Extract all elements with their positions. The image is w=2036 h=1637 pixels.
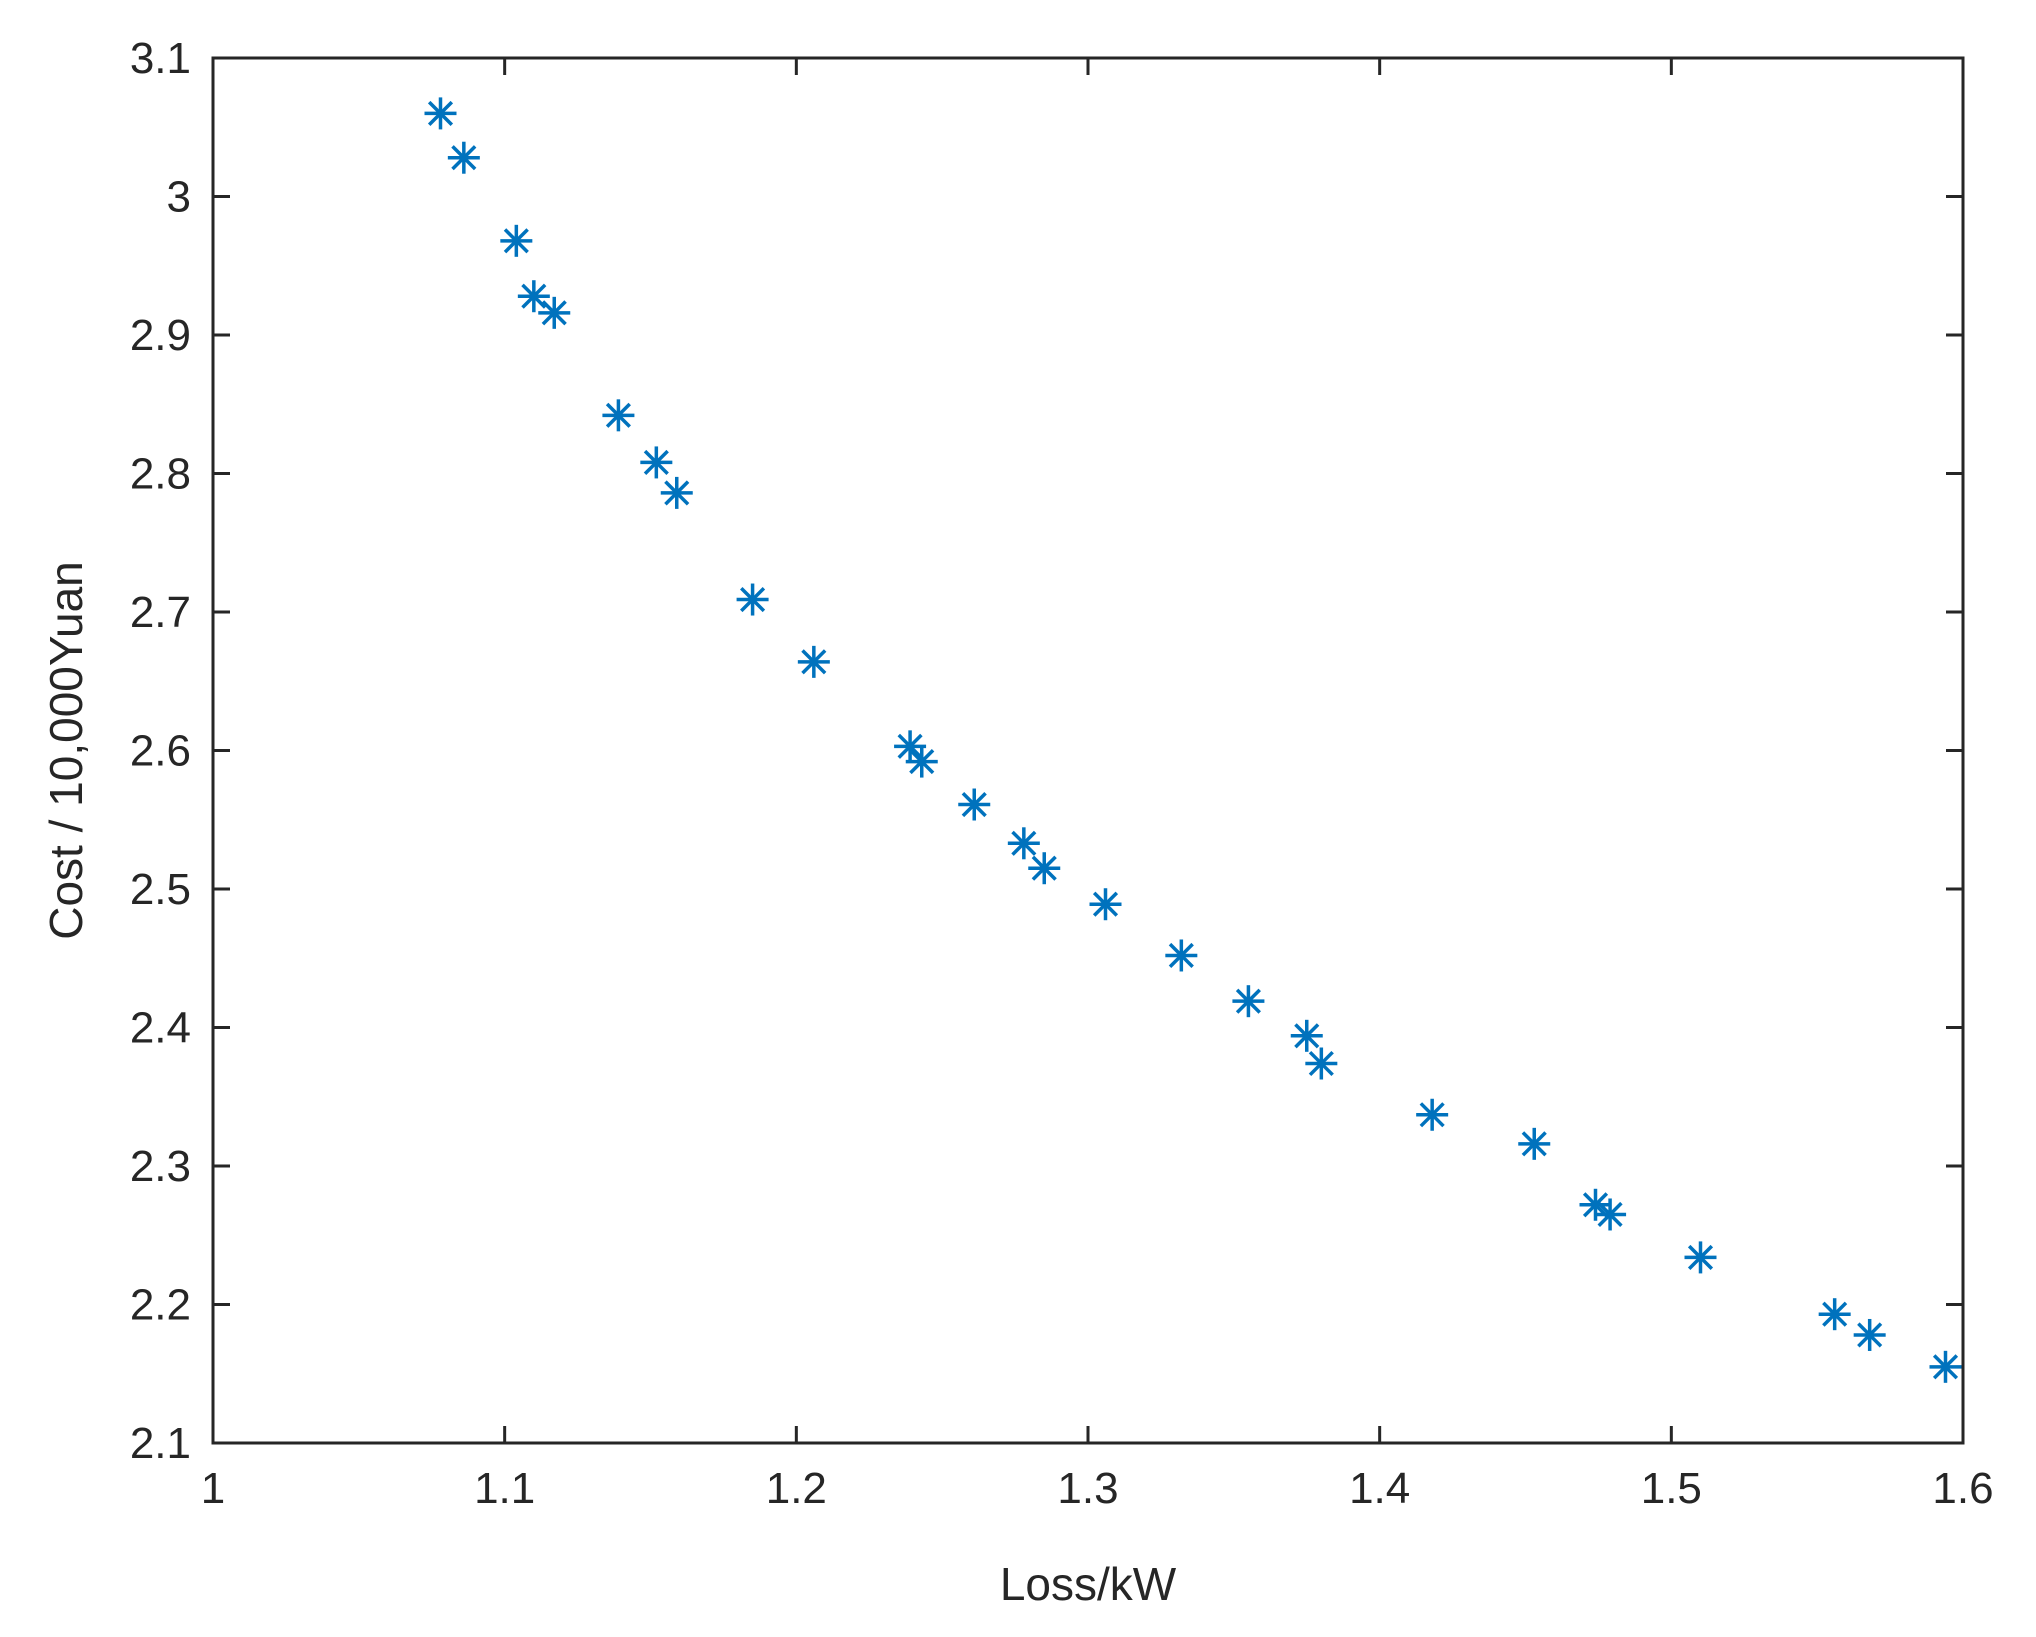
data-point <box>660 476 693 509</box>
data-point <box>1594 1198 1627 1231</box>
x-axis-title: Loss/kW <box>1000 1558 1177 1610</box>
y-tick-label: 3 <box>167 173 191 222</box>
x-tick-label: 1.3 <box>1057 1464 1118 1513</box>
data-point <box>1305 1047 1338 1080</box>
data-point <box>1518 1127 1551 1160</box>
data-markers <box>424 97 1962 1383</box>
data-point <box>1290 1019 1323 1052</box>
y-axis-title: Cost / 10,000Yuan <box>40 561 92 940</box>
x-tick-label: 1.6 <box>1932 1464 1993 1513</box>
data-point <box>905 745 938 778</box>
x-tick-label: 1 <box>201 1464 225 1513</box>
data-point <box>797 645 830 678</box>
data-point <box>736 583 769 616</box>
x-tick-label: 1.2 <box>766 1464 827 1513</box>
data-point <box>1089 888 1122 921</box>
data-point <box>602 399 635 432</box>
y-tick-label: 2.4 <box>130 1004 191 1053</box>
data-point <box>1818 1298 1851 1331</box>
y-tick-label: 2.6 <box>130 727 191 776</box>
y-tick-label: 2.5 <box>130 865 191 914</box>
data-point <box>1232 985 1265 1018</box>
data-point <box>1853 1318 1886 1351</box>
data-point <box>640 446 673 479</box>
y-tick-label: 2.3 <box>130 1142 191 1191</box>
y-tick-label: 2.8 <box>130 450 191 499</box>
y-axis-ticks: 2.1 2.2 2.3 2.4 2.5 2.6 2.7 2.8 2.9 3 3.1 <box>130 34 1963 1468</box>
data-point <box>538 296 571 329</box>
data-point <box>1416 1098 1449 1131</box>
x-tick-label: 1.1 <box>474 1464 535 1513</box>
data-point <box>517 280 550 313</box>
data-point <box>424 97 457 130</box>
data-point <box>500 224 533 257</box>
data-point <box>1028 852 1061 885</box>
data-point <box>1165 939 1198 972</box>
data-point <box>447 141 480 174</box>
x-tick-label: 1.4 <box>1349 1464 1410 1513</box>
data-point <box>1684 1241 1717 1274</box>
y-tick-label: 2.1 <box>130 1419 191 1468</box>
y-tick-label: 2.2 <box>130 1281 191 1330</box>
x-axis-ticks: 1 1.1 1.2 1.3 1.4 1.5 1.6 <box>201 58 1994 1513</box>
y-tick-label: 3.1 <box>130 34 191 83</box>
x-tick-label: 1.5 <box>1641 1464 1702 1513</box>
y-tick-label: 2.9 <box>130 311 191 360</box>
data-point <box>958 788 991 821</box>
y-tick-label: 2.7 <box>130 588 191 637</box>
data-point <box>1007 827 1040 860</box>
plot-frame <box>211 56 1965 1445</box>
data-point <box>1929 1350 1962 1383</box>
